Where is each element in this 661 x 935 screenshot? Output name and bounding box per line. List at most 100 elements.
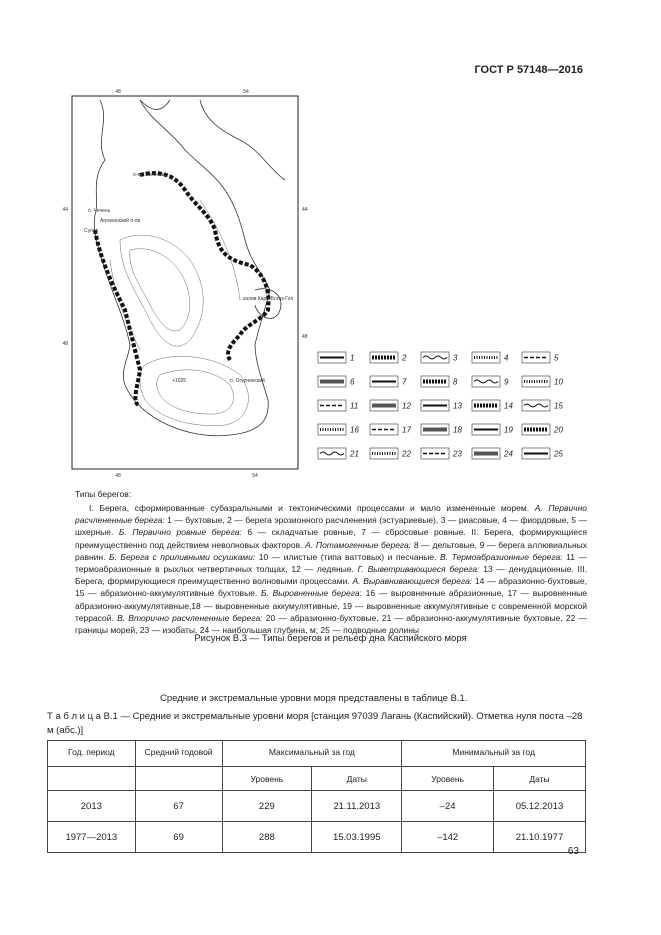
legend-item: 8 (420, 375, 458, 388)
legend-label: 9 (504, 378, 509, 387)
coast-chain (93, 171, 271, 407)
legend-item: 22 (369, 447, 411, 460)
map-label: залив Кара-Богаз-Гол (243, 296, 293, 302)
legend-label: 24 (503, 450, 513, 459)
intro-text: Средние и экстремальные уровни моря пред… (160, 693, 468, 704)
legend-label: 15 (554, 402, 563, 411)
legend-item: 1 (317, 351, 354, 364)
text-run: 10 — илистые (типа ваттовых) и песчаные. (255, 551, 441, 562)
legend-item: 20 (521, 423, 563, 436)
legend-label: 8 (453, 378, 458, 387)
legend-swatch (317, 423, 347, 436)
legend-label: 20 (553, 426, 563, 435)
legend-item: 7 (369, 375, 407, 388)
legend-item: 13 (420, 399, 462, 412)
header-cell: Минимальный за год (401, 740, 586, 767)
table-cell: 229 (221, 790, 313, 822)
map-label: о. Чечень (88, 208, 111, 214)
legend-item: 17 (369, 423, 411, 436)
legend-label: 17 (402, 426, 411, 435)
table: Год. период Средний годовой Максимальный з… (47, 740, 587, 853)
coord-label: 48 (115, 89, 121, 95)
table-cell: 69 (134, 821, 223, 853)
coord-label: 54 (243, 89, 249, 95)
text-run: А. Выравнивающиеся берега: (352, 576, 473, 587)
legend-label: 19 (504, 426, 513, 435)
subheader-cell: Даты (311, 766, 403, 791)
coord-label: 44 (62, 207, 68, 213)
legend-label: 12 (402, 402, 411, 411)
figure-caption: Рисунок В.3 — Типы берегов и рельеф дна … (194, 633, 467, 644)
map-label: о-ва Тюленьи (133, 172, 165, 178)
coord-label: 48 (302, 334, 308, 340)
legend-pattern (423, 427, 447, 432)
subheader-cell: Уровень (221, 766, 313, 791)
coord-label: 44 (302, 207, 308, 213)
legend-item: 19 (471, 423, 513, 436)
text-run: 20 — абразионно-бухтовые, 21 — абразионн… (75, 612, 587, 636)
doc-code: ГОСТ Р 57148—2016 (474, 64, 583, 76)
table-cell: 05.12.2013 (492, 790, 587, 822)
table-cell: –24 (401, 790, 494, 822)
legend-item: 16 (317, 423, 359, 436)
legend-item: 12 (369, 399, 411, 412)
legend-item: 15 (521, 399, 563, 412)
map-label: Аграханский п-ов (100, 217, 141, 224)
text-run: А. Первично расчлененные берега: (75, 503, 587, 526)
legend-swatch (521, 375, 551, 388)
text-run: В. Термоабразионные берега: (440, 551, 563, 562)
legend-item: 5 (521, 351, 559, 364)
legend-label: 25 (553, 450, 563, 459)
header-cell: Средний годовой (134, 740, 223, 767)
map-label: Сулак (84, 228, 99, 234)
coord-label: 54 (252, 473, 258, 479)
legend-label: 1 (350, 354, 354, 363)
legend-item: 11 (317, 399, 358, 412)
legend-label: 16 (350, 426, 359, 435)
legend-label: 5 (554, 354, 559, 363)
empty-cell (47, 766, 136, 791)
table-cell: 1977—2013 (47, 821, 136, 853)
legend-item: 24 (471, 447, 513, 460)
text-run: В. Вторично расчлененные берега: (117, 612, 263, 623)
legend-item: 25 (521, 447, 563, 460)
types-text: I. Берега, сформированные субазральными … (75, 502, 587, 636)
text-run: 16 — выровненные абразионные, 17 — выров… (75, 588, 587, 623)
coord-label: 48 (62, 341, 68, 347)
table-cell: 21.11.2013 (311, 790, 403, 822)
text-run: 6 — складчатые ровные, 7 — сбросовые ров… (75, 527, 588, 550)
header-cell: Год. период (47, 740, 136, 767)
legend-pattern (473, 379, 499, 384)
legend-pattern (320, 379, 344, 384)
legend-label: 10 (554, 378, 563, 387)
table-cell: 288 (221, 821, 313, 853)
legend-item: 10 (521, 375, 563, 388)
legend-label: 7 (402, 378, 407, 387)
table-cell: –142 (401, 821, 494, 853)
legend-label: 4 (504, 354, 509, 363)
legend-item: 9 (471, 375, 509, 388)
figure: о-ва Тюленьи о. Чечень Аграханский п-овСул… (62, 89, 563, 479)
map-label: о. Огурчинский (230, 377, 265, 384)
map-labels: о-ва Тюленьи о. Чечень Аграханский п-овСул… (84, 172, 293, 384)
table-cell: 21.10.1977 (492, 821, 587, 853)
legend-swatch (369, 447, 399, 460)
isobaths (109, 199, 249, 426)
text-run: Б. Первично ровные берега: (118, 527, 242, 538)
subheader-cell: Даты (492, 766, 587, 791)
legend-pattern (372, 403, 396, 408)
legend-pattern (523, 403, 549, 408)
map-frame (71, 95, 299, 470)
legend-label: 14 (504, 402, 513, 411)
legend-item: 21 (317, 447, 359, 460)
legend-swatch (471, 351, 501, 364)
text-run: I. Берега, сформированные субазральными … (89, 503, 535, 513)
legend-item: 23 (420, 447, 462, 460)
types-title: Типы берегов: (75, 489, 132, 499)
legend-label: 2 (401, 354, 407, 363)
legend-pattern (319, 451, 345, 456)
text-run: 14 — абразионно-бухтовые, 15 — абразионн… (75, 576, 587, 599)
text-run: Б. Берега с приливными осушками: (109, 551, 256, 562)
legend-item: 18 (420, 423, 462, 436)
